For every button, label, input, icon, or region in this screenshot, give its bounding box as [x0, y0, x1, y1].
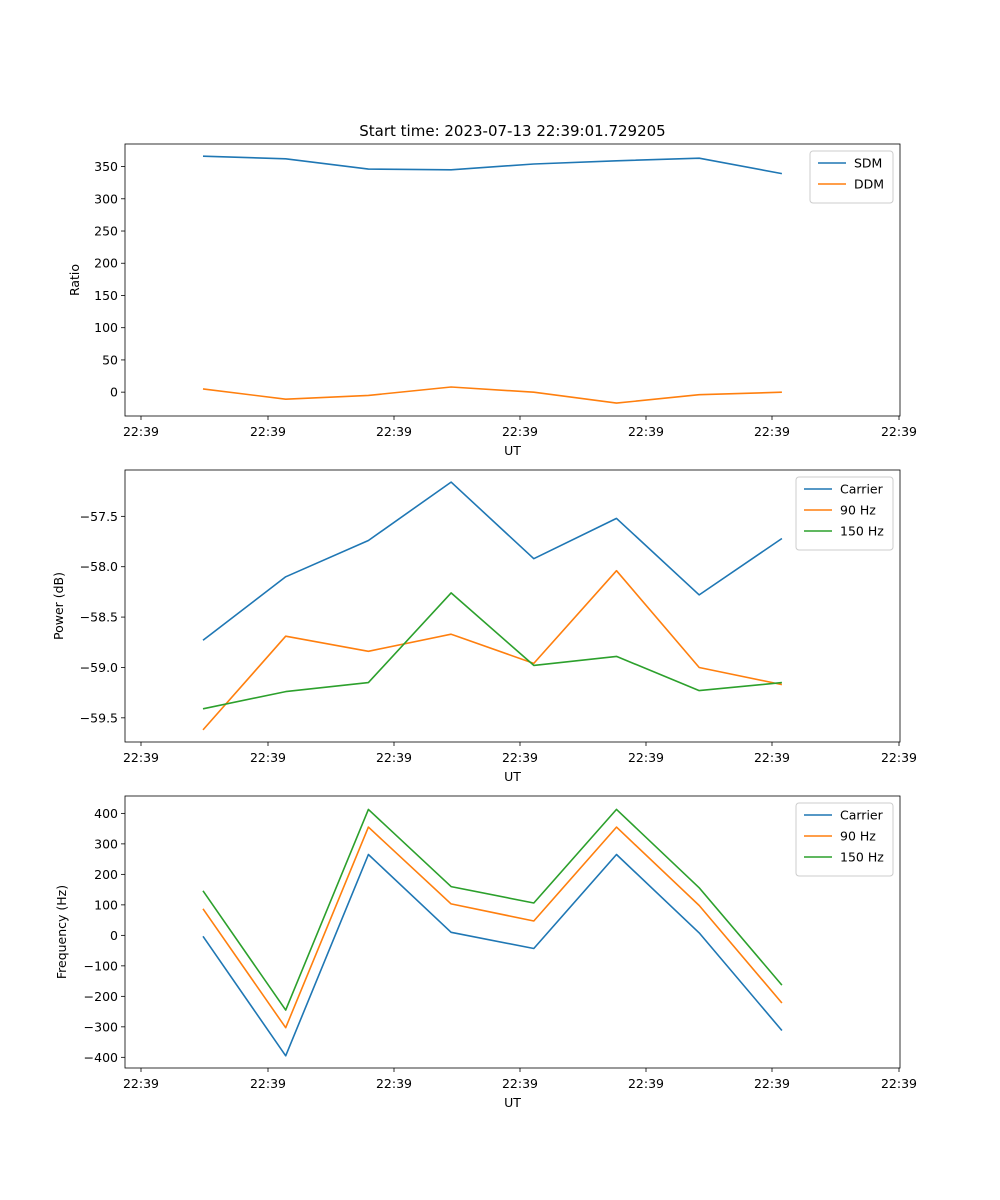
x-tick-label: 22:39	[754, 1076, 790, 1091]
legend-label: 90 Hz	[840, 829, 876, 844]
x-tick-label: 22:39	[754, 750, 790, 765]
legend	[809, 150, 894, 204]
series-line-ddm	[202, 386, 782, 404]
legend-label: DDM	[854, 177, 884, 192]
legend-label: Carrier	[840, 482, 884, 497]
series-line-150-hz	[202, 808, 783, 1011]
x-tick-label: 22:39	[502, 750, 538, 765]
y-tick-label: 0	[110, 928, 118, 943]
x-tick-label: 22:39	[628, 750, 664, 765]
legend-label: Carrier	[840, 808, 884, 823]
y-tick-label: −58.0	[80, 559, 118, 574]
x-axis-label: UT	[504, 769, 521, 784]
x-axis-label: UT	[504, 443, 521, 458]
x-tick-label: 22:39	[754, 424, 790, 439]
y-tick-label: −59.5	[80, 710, 118, 725]
y-tick-label: −59.0	[80, 660, 118, 675]
legend-label: 150 Hz	[840, 524, 884, 539]
x-axis-label: UT	[504, 1095, 521, 1110]
x-tick-label: 22:39	[376, 1076, 412, 1091]
x-tick-label: 22:39	[881, 1076, 917, 1091]
series-line-carrier	[202, 853, 783, 1057]
series-line-90-hz	[202, 569, 783, 731]
x-tick-label: 22:39	[881, 750, 917, 765]
y-tick-label: 200	[94, 867, 118, 882]
y-tick-label: 150	[94, 288, 118, 303]
y-tick-label: −200	[84, 989, 118, 1004]
y-tick-label: 50	[102, 352, 118, 367]
series-line-carrier	[202, 481, 783, 641]
x-tick-label: 22:39	[502, 424, 538, 439]
x-tick-label: 22:39	[376, 424, 412, 439]
y-tick-label: 350	[94, 159, 118, 174]
x-tick-label: 22:39	[250, 424, 286, 439]
y-tick-label: 300	[94, 836, 118, 851]
x-tick-label: 22:39	[123, 1076, 159, 1091]
y-tick-label: 0	[110, 385, 118, 400]
y-tick-label: 200	[94, 256, 118, 271]
series-line-150-hz	[202, 592, 782, 710]
y-tick-label: 100	[94, 897, 118, 912]
chart-title: Start time: 2023-07-13 22:39:01.729205	[359, 122, 665, 140]
y-tick-label: 400	[94, 806, 118, 821]
y-tick-label: 250	[94, 224, 118, 239]
y-axis-label: Power (dB)	[51, 572, 66, 640]
x-tick-label: 22:39	[123, 750, 159, 765]
axes-1-frame	[124, 143, 901, 417]
x-tick-label: 22:39	[881, 424, 917, 439]
legend-label: 150 Hz	[840, 850, 884, 865]
axes-2-frame	[124, 469, 901, 743]
series-line-sdm	[202, 155, 783, 175]
y-tick-label: −400	[84, 1050, 118, 1065]
x-tick-label: 22:39	[628, 424, 664, 439]
y-tick-label: −57.5	[80, 509, 118, 524]
y-tick-label: 100	[94, 320, 118, 335]
x-tick-label: 22:39	[502, 1076, 538, 1091]
y-axis-label: Ratio	[67, 264, 82, 296]
x-tick-label: 22:39	[250, 1076, 286, 1091]
y-axis-label: Frequency (Hz)	[54, 885, 69, 979]
y-tick-label: 300	[94, 191, 118, 206]
x-tick-label: 22:39	[628, 1076, 664, 1091]
legend-label: SDM	[854, 156, 882, 171]
series-line-90-hz	[202, 826, 783, 1029]
y-tick-label: −300	[84, 1019, 118, 1034]
x-tick-label: 22:39	[123, 424, 159, 439]
x-tick-label: 22:39	[250, 750, 286, 765]
y-tick-label: −58.5	[80, 610, 118, 625]
x-tick-label: 22:39	[376, 750, 412, 765]
legend-label: 90 Hz	[840, 503, 876, 518]
axes-3-frame	[124, 795, 901, 1069]
y-tick-label: −100	[84, 958, 118, 973]
